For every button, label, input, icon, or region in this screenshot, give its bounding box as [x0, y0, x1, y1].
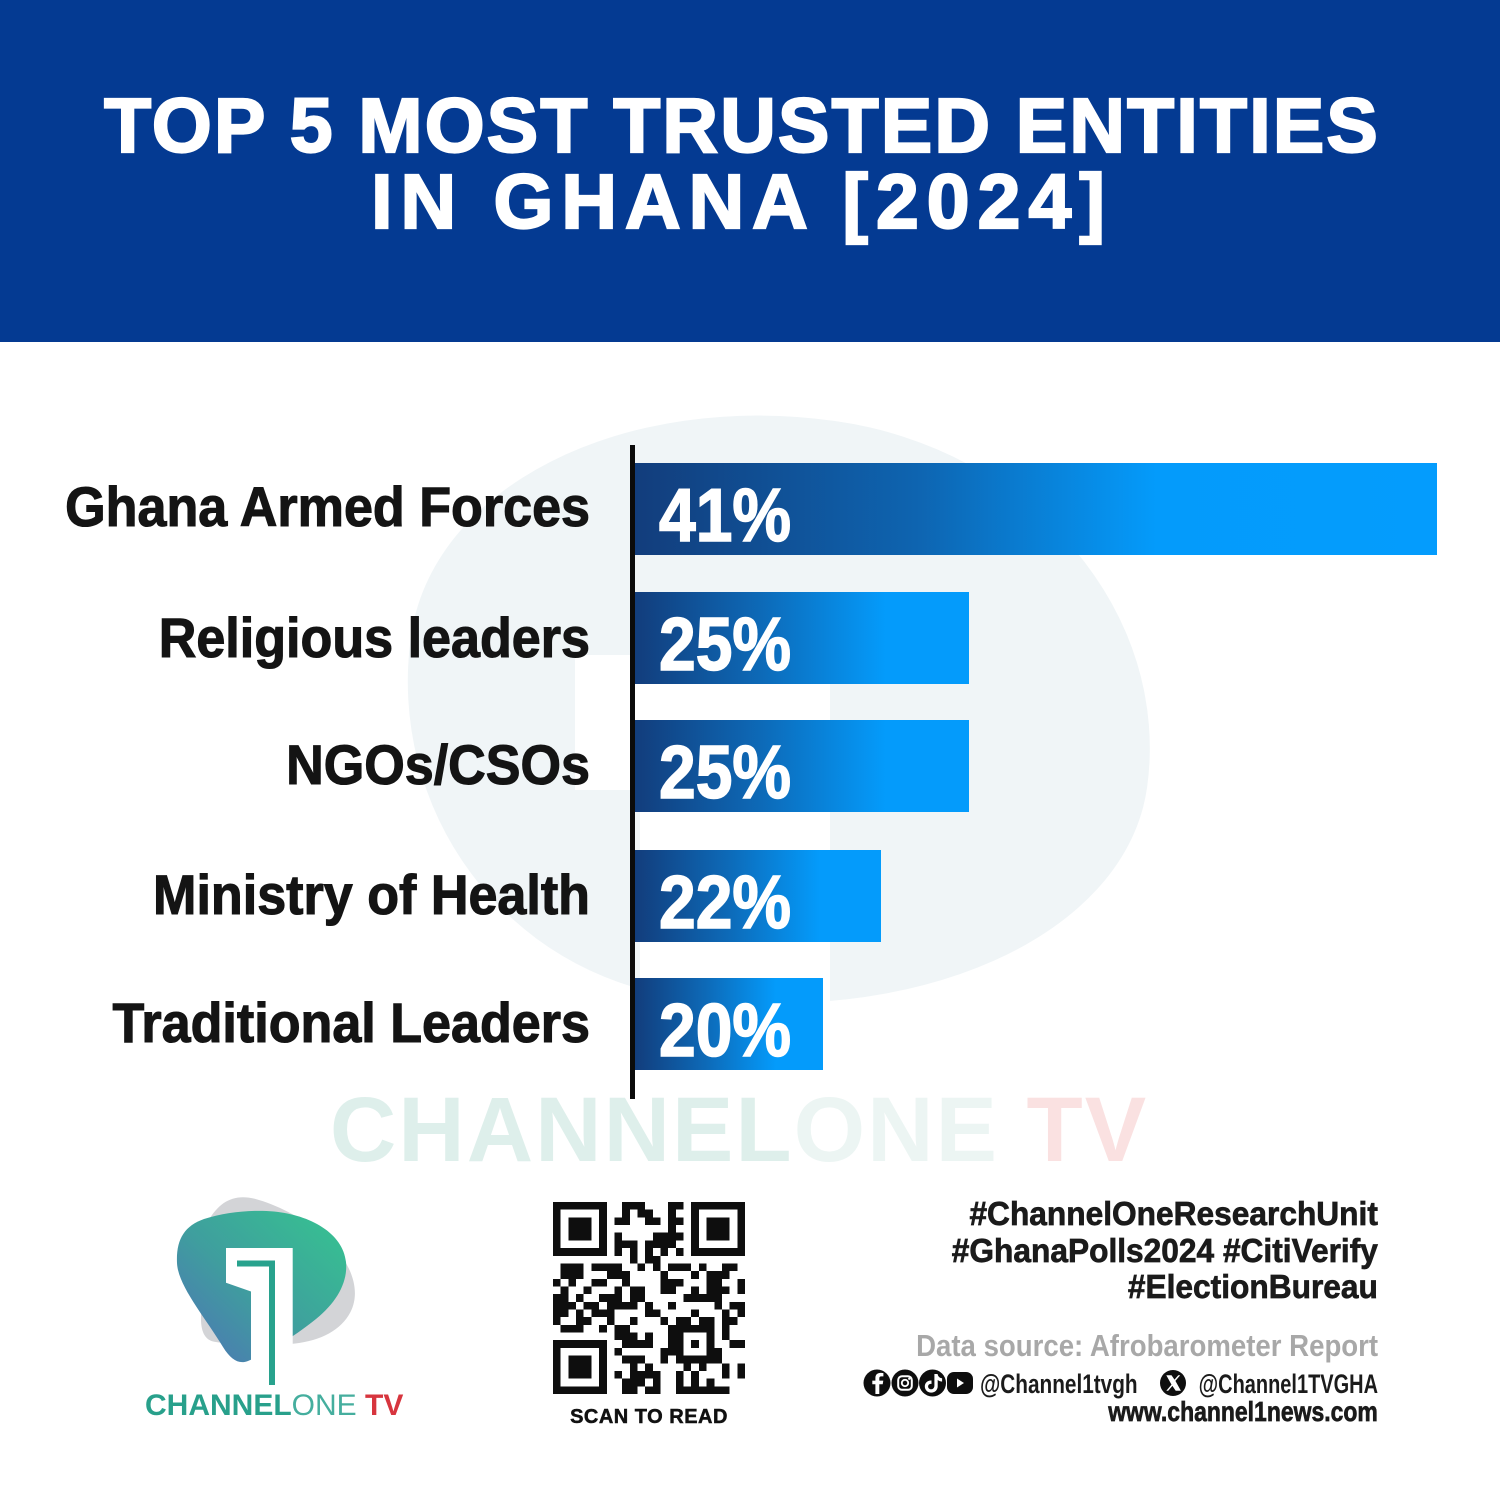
- svg-text:@Channel1tvgh: @Channel1tvgh: [980, 1369, 1138, 1399]
- svg-text:@Channel1TVGHA: @Channel1TVGHA: [1199, 1369, 1378, 1400]
